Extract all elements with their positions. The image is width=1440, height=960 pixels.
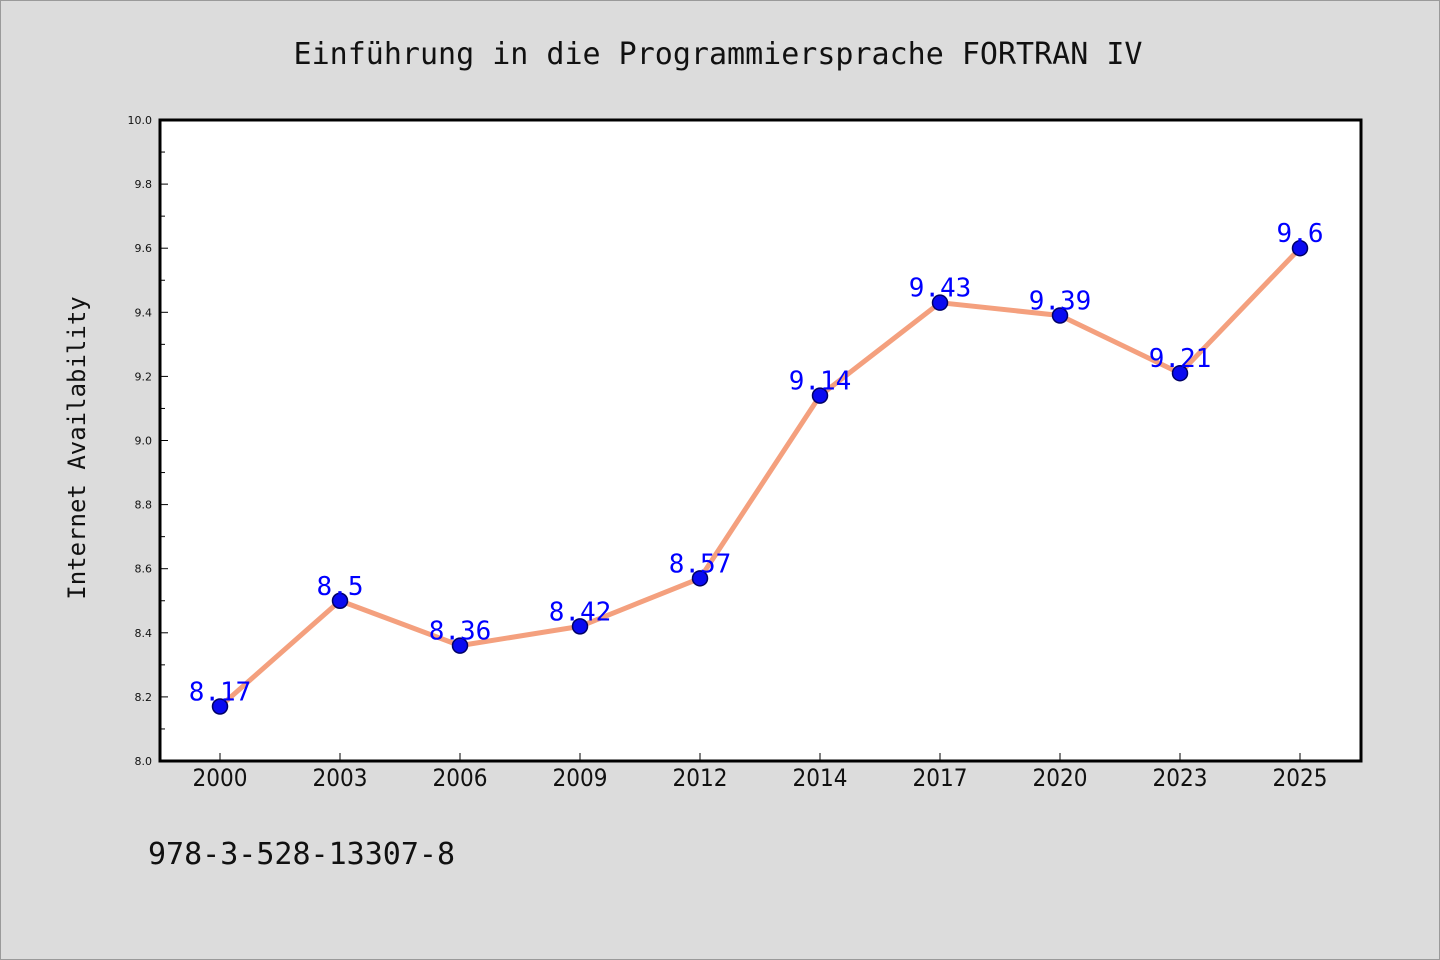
data-point-marker (331, 592, 349, 609)
data-point-marker (691, 570, 709, 587)
data-label: 8.5 (317, 572, 364, 602)
x-tick-label: 2020 (1033, 764, 1088, 792)
data-markers (211, 239, 1309, 715)
y-tick-label: 8.6 (135, 563, 153, 576)
y-tick-label: 9.2 (135, 370, 153, 383)
data-label: 8.57 (669, 549, 732, 579)
x-tick-label: 2012 (673, 764, 728, 792)
data-point-marker (1291, 239, 1309, 257)
data-label: 9.39 (1029, 287, 1092, 317)
y-tick-label: 9.8 (135, 178, 153, 191)
x-tick-label: 2006 (433, 764, 488, 792)
data-label: 9.43 (909, 274, 972, 304)
data-label: 8.42 (549, 597, 612, 627)
footer-isbn-text: 978-3-528-13307-8 (148, 837, 455, 872)
series-line-group (217, 245, 1303, 710)
y-tick-label: 9.0 (135, 435, 153, 448)
data-label: 9.6 (1277, 219, 1324, 249)
data-label: 8.36 (429, 617, 492, 647)
x-tick-label: 2000 (193, 764, 248, 792)
y-axis-label: Internet Availability (63, 296, 91, 599)
x-tick-label: 2003 (313, 764, 368, 792)
data-point-marker (571, 618, 589, 635)
series-line (217, 245, 1303, 710)
y-tick-label: 9.6 (135, 242, 153, 255)
chart-title: Einführung in die Programmiersprache FOR… (294, 37, 1143, 72)
y-tick-label: 8.4 (135, 627, 153, 640)
data-point-marker (211, 698, 229, 715)
data-label: 9.21 (1149, 344, 1212, 374)
y-tick-label: 8.2 (135, 691, 153, 704)
y-tick-label: 8.8 (135, 499, 153, 512)
x-tick-label: 2009 (553, 764, 608, 792)
data-label: 8.17 (189, 678, 252, 708)
y-tick-label: 10.0 (128, 114, 153, 127)
x-tick-label: 2017 (913, 764, 968, 792)
x-tick-label: 2025 (1273, 764, 1328, 792)
x-tick-label: 2014 (793, 764, 848, 792)
data-point-marker (1171, 364, 1189, 382)
data-labels: 8.17 8.5 8.36 8.42 8.57 9.14 9.43 9.39 9.21 9.6 (189, 219, 1324, 707)
y-axis-ticks: 8.0 8.2 8.4 8.6 8.8 9.0 9.2 9.4 9.6 9.8 10.0 (128, 114, 168, 768)
plot-area (158, 118, 1363, 763)
x-tick-label: 2023 (1153, 764, 1208, 792)
data-label: 9.14 (789, 367, 852, 397)
data-point-marker (811, 387, 829, 404)
data-point-marker (451, 637, 469, 654)
data-point-marker (1051, 307, 1069, 324)
y-tick-label: 9.4 (135, 306, 153, 319)
data-point-marker (931, 294, 949, 311)
y-tick-label: 8.0 (135, 755, 153, 768)
x-axis-ticks: 2000 2003 2006 2009 2012 2014 2017 2020 2023 2025 (193, 753, 1328, 792)
